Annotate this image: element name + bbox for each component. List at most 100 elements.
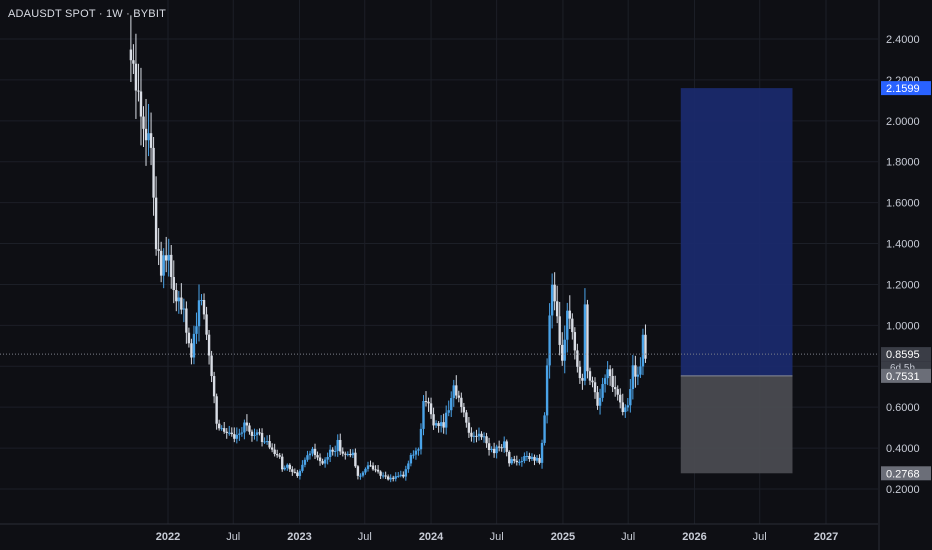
time-tick-label: 2024 [419, 531, 444, 543]
candle-body [240, 432, 244, 434]
candle-body [503, 441, 506, 448]
candle-body [601, 384, 604, 398]
time-tick-label: Jul [753, 531, 767, 543]
candle-body [250, 431, 254, 436]
time-tick-label: 2023 [287, 531, 311, 543]
price-tick-label: 1.6000 [886, 198, 920, 210]
candle-body [152, 147, 155, 198]
candle-body [243, 422, 246, 433]
candle-body [172, 277, 175, 291]
candle-body [417, 449, 420, 451]
candle-body [611, 375, 614, 388]
candle-body [381, 475, 385, 477]
candle-body [318, 457, 322, 462]
candle-body [523, 456, 526, 462]
candle-body [591, 380, 594, 383]
candle-body [281, 456, 284, 470]
candle-body [376, 469, 380, 472]
candle-body [220, 428, 223, 430]
candle-body [235, 434, 239, 439]
candle-body [129, 49, 133, 61]
tag-label: 2.1599 [886, 83, 920, 95]
price-tick-label: 0.4000 [886, 443, 920, 455]
candle-body [550, 284, 554, 316]
candle-body [576, 350, 579, 367]
candle-body [223, 428, 226, 432]
stop-price-tag: 0.2768 [881, 466, 931, 481]
candle-body [596, 392, 599, 406]
candle-body [336, 439, 339, 451]
time-tick-label: 2022 [156, 531, 180, 543]
candle-body [331, 449, 334, 452]
candle-body [568, 310, 571, 319]
candle-body [452, 385, 455, 399]
candle-body [533, 456, 536, 461]
candle-body [316, 455, 319, 458]
candle-body [230, 432, 233, 435]
candle-body [298, 470, 302, 476]
candle-body [371, 465, 375, 470]
candle-body [508, 451, 511, 464]
time-tick-label: Jul [358, 531, 372, 543]
candle-body [500, 447, 503, 449]
candle-body [624, 407, 627, 413]
candle-body [167, 254, 170, 261]
candle-body [538, 457, 541, 463]
candle-body [399, 474, 402, 476]
candle-body [619, 394, 622, 403]
candle-body [233, 434, 236, 439]
candle-body [306, 455, 309, 460]
candle-body [621, 402, 624, 413]
candle-body [409, 455, 413, 464]
time-tick-label: 2027 [814, 531, 838, 543]
candle-body [359, 475, 362, 477]
candle-body [434, 423, 438, 426]
candle-body [553, 284, 556, 302]
candle-body [444, 412, 448, 428]
candle-body [185, 308, 188, 333]
tag-label: 0.8595 [886, 349, 920, 361]
candle-body [644, 334, 647, 359]
candle-body [228, 432, 231, 434]
candle-body [558, 316, 561, 345]
candle-body [606, 369, 609, 379]
candle-body [291, 469, 294, 472]
candle-body [192, 333, 196, 358]
price-tick-label: 2.0000 [886, 116, 920, 128]
candle-body [404, 469, 408, 477]
candle-body [475, 435, 478, 437]
candle-body [636, 374, 640, 377]
candle-body [149, 133, 153, 148]
price-tick-label: 1.4000 [886, 239, 920, 251]
candle-body [528, 455, 531, 460]
candle-body [629, 389, 632, 406]
price-tick-label: 2.4000 [886, 34, 920, 46]
candle-body [197, 300, 201, 327]
candle-body [187, 332, 191, 344]
candle-body [260, 432, 264, 442]
candle-body [442, 422, 445, 428]
candle-body [354, 452, 357, 467]
candle-body [470, 432, 473, 437]
candle-body [432, 414, 435, 426]
time-tick-label: 2026 [682, 531, 706, 543]
candle-body [286, 464, 289, 468]
candle-body [412, 454, 415, 456]
candle-body [447, 410, 450, 413]
candle-body [313, 448, 317, 456]
candle-body [525, 455, 529, 457]
price-axis: 2.40002.20002.00001.80001.60001.40001.20… [886, 34, 920, 496]
candle-body [351, 452, 355, 456]
time-tick-label: Jul [621, 531, 635, 543]
candle-body [639, 366, 642, 375]
candle-body [339, 439, 342, 452]
candle-body [245, 422, 249, 426]
candle-body [321, 461, 324, 464]
candle-body [278, 455, 281, 457]
candle-body [293, 471, 297, 473]
candle-body [608, 369, 612, 376]
candle-body [265, 441, 269, 443]
candle-body [439, 422, 443, 427]
candle-body [374, 469, 377, 471]
